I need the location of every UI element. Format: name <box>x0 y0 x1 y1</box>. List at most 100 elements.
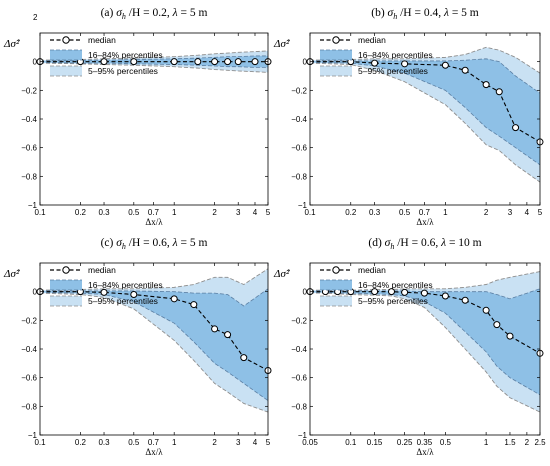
median-point <box>211 325 219 333</box>
median-point <box>401 60 409 68</box>
x-tick-label: 4 <box>525 208 530 217</box>
median-point <box>224 331 232 339</box>
median-point <box>441 292 449 300</box>
x-tick-label: 0.7 <box>148 438 160 447</box>
chart-panel-c: −1 −0.8 −0.6 −0.4 −0.2 0 0.1 0.2 0.3 0.5 0.7 1 2 3 4 5 Δ… <box>3 237 272 457</box>
x-axis-label: Δx/λ <box>416 217 434 227</box>
y-tick-label: −0.2 <box>21 316 37 325</box>
y-axis-label: Δσ̂² <box>273 38 291 50</box>
x-tick-label: 1 <box>484 438 489 447</box>
x-tick-label: 2 <box>484 208 489 217</box>
panel-title: (a) σh /H = 0.2, λ = 5 m <box>101 7 208 21</box>
y-tick-label: −1 <box>298 431 308 440</box>
band-16-84 <box>40 288 268 401</box>
legend: median 16–84% percentiles 5–95% percentile… <box>50 265 163 307</box>
panel-title: (c) σh /H = 0.6, λ = 5 m <box>101 237 208 251</box>
x-tick-label: 2 <box>212 208 217 217</box>
x-tick-label: 3 <box>236 438 241 447</box>
y-axis-label: Δσ̂² <box>3 268 21 280</box>
x-tick-label: 1.5 <box>504 438 516 447</box>
y-tick-label: −0.2 <box>291 86 307 95</box>
median-point <box>493 321 501 329</box>
band-5-95-lower-edge <box>310 292 541 413</box>
legend-inner-label: 16–84% percentiles <box>88 280 163 290</box>
y-tick-label: 0 <box>33 58 38 67</box>
median-point <box>130 291 138 299</box>
y-tick-label: −1 <box>298 201 308 210</box>
median-point <box>100 288 108 296</box>
legend-median-label: median <box>88 35 116 45</box>
y-tick-label: −0.8 <box>291 402 307 411</box>
band-5-95-upper-edge <box>39 50 269 61</box>
y-axis-label: Δσ̂² <box>3 38 21 50</box>
x-tick-label: 2 <box>212 438 217 447</box>
x-axis-label: Δx/λ <box>145 447 163 457</box>
x-tick-label: 0.3 <box>98 438 110 447</box>
band-16-84-upper-edge <box>310 58 541 94</box>
y-tick-label: −0.8 <box>21 402 37 411</box>
x-tick-label: 1 <box>172 438 177 447</box>
legend-outer-swatch <box>320 296 352 306</box>
legend-outer-label: 5–95% percentiles <box>358 66 428 76</box>
median-point <box>130 58 138 66</box>
y-tick-label: −0.6 <box>291 144 307 153</box>
chart-panel-b: −1 −0.8 −0.6 −0.4 −0.2 0 0.1 0.2 0.3 0.5 0.7 1 2 3 4 5 Δ… <box>273 7 544 227</box>
x-tick-label: 3 <box>508 208 513 217</box>
chart-panel-d: −1 −0.8 −0.6 −0.4 −0.2 0 0.05 0.1 0.15 0.25 0.35 0.… <box>273 237 546 457</box>
band-16-84-upper-edge <box>39 55 268 62</box>
y-axis-label: Δσ̂² <box>273 268 291 280</box>
legend-outer-swatch <box>320 66 352 76</box>
x-tick-label: 4 <box>253 438 258 447</box>
median-point <box>371 288 379 296</box>
x-tick-label: 0.1 <box>345 438 357 447</box>
band-16-84 <box>310 58 540 165</box>
legend-inner-swatch <box>50 280 82 290</box>
median-line <box>40 291 269 371</box>
x-tick-label: 0.25 <box>397 438 413 447</box>
y-tick-label: −0.6 <box>21 144 37 153</box>
median-point <box>461 66 469 74</box>
x-tick-label: 5 <box>266 438 271 447</box>
y-tick-label: −0.2 <box>291 316 307 325</box>
legend-median-marker <box>332 36 340 44</box>
band-5-95-lower-edge <box>309 62 541 183</box>
band-16-84-lower-edge <box>310 291 541 396</box>
band-16-84-lower-edge <box>39 291 269 401</box>
median-point <box>388 288 396 296</box>
median-point <box>371 59 379 67</box>
x-tick-label: 0.5 <box>128 438 140 447</box>
x-tick-label: 0.1 <box>304 208 316 217</box>
legend-median-marker <box>62 36 70 44</box>
median-point <box>170 58 178 66</box>
y-tick-label: 0 <box>303 288 308 297</box>
legend-median-label: median <box>358 35 386 45</box>
legend-outer-label: 5–95% percentiles <box>88 66 158 76</box>
median-point <box>441 61 449 69</box>
x-tick-label: 0.2 <box>345 208 357 217</box>
x-tick-label: 0.1 <box>34 208 46 217</box>
x-tick-label: 0.3 <box>369 208 381 217</box>
x-tick-label: 5 <box>538 208 543 217</box>
median-point <box>240 354 248 362</box>
x-axis-label: Δx/λ <box>416 447 434 457</box>
corner-label: 2 <box>33 13 38 22</box>
band-16-84 <box>310 288 540 395</box>
panel-title: (d) σh /H = 0.6, λ = 10 m <box>368 237 481 251</box>
legend-inner-swatch <box>50 50 82 60</box>
x-tick-label: 0.7 <box>148 208 160 217</box>
y-tick-label: 0 <box>33 288 38 297</box>
median-point <box>506 332 514 340</box>
y-tick-label: −0.8 <box>21 172 37 181</box>
legend: median 16–84% percentiles 5–95% percentile… <box>50 35 163 77</box>
legend-inner-label: 16–84% percentiles <box>358 50 433 60</box>
legend-outer-label: 5–95% percentiles <box>358 296 428 306</box>
y-tick-label: −1 <box>28 431 38 440</box>
median-point <box>170 295 178 303</box>
band-16-84-upper-edge <box>40 288 269 307</box>
y-tick-label: −0.4 <box>291 345 307 354</box>
band-5-95-upper-edge <box>310 271 541 291</box>
x-tick-label: 0.5 <box>128 208 140 217</box>
y-tick-label: 0 <box>303 58 308 67</box>
legend-inner-swatch <box>320 50 352 60</box>
